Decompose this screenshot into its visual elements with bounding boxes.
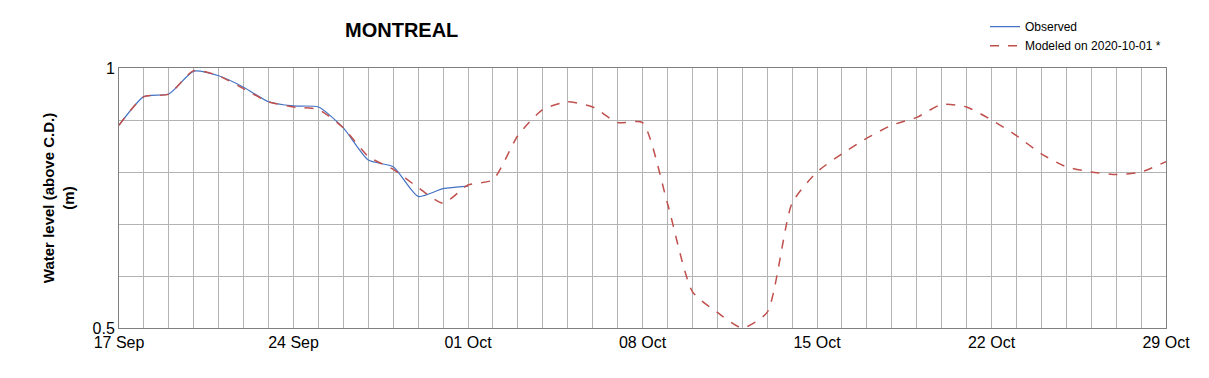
svg-text:MONTREAL: MONTREAL <box>345 19 458 41</box>
svg-text:Water level (above C.D.)(m): Water level (above C.D.)(m) <box>40 113 77 283</box>
svg-text:Modeled on 2020-10-01 *: Modeled on 2020-10-01 * <box>1025 39 1161 53</box>
svg-text:22 Oct: 22 Oct <box>968 334 1016 351</box>
svg-text:01 Oct: 01 Oct <box>444 334 492 351</box>
svg-text:15 Oct: 15 Oct <box>793 334 841 351</box>
svg-text:1: 1 <box>106 60 115 77</box>
svg-text:08 Oct: 08 Oct <box>619 334 667 351</box>
svg-text:Observed: Observed <box>1025 20 1077 34</box>
svg-text:17 Sep: 17 Sep <box>94 334 145 351</box>
svg-text:0.5: 0.5 <box>93 320 115 337</box>
svg-text:29 Oct: 29 Oct <box>1142 334 1190 351</box>
svg-text:24 Sep: 24 Sep <box>268 334 319 351</box>
